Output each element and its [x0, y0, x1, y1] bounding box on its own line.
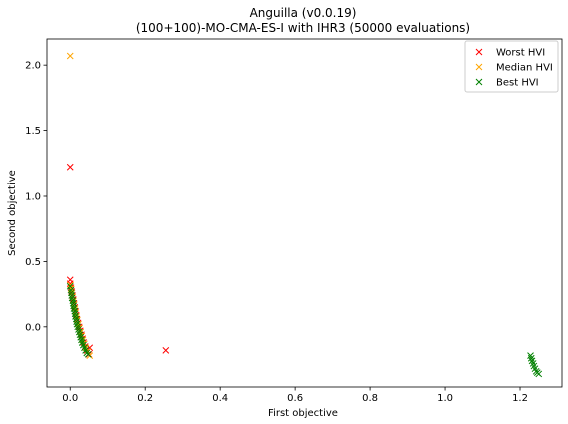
axis-ticks: 0.0 0.2 0.4 0.6 0.8 1.0 1.2 0.0 0.5 1.0 1.5 2.0	[25, 61, 528, 404]
x-tick-label: 0.6	[287, 393, 303, 404]
data-point	[535, 370, 543, 378]
data-point	[66, 52, 74, 60]
legend-label: Worst HVI	[496, 48, 545, 59]
x-tick-label: 1.0	[437, 393, 453, 404]
data-point	[162, 347, 170, 354]
y-tick-label: 0.5	[25, 257, 41, 268]
x-tick-label: 0.8	[362, 393, 378, 404]
data-points	[66, 52, 543, 378]
y-tick-label: 0.0	[25, 322, 41, 333]
legend-label: Best HVI	[496, 78, 539, 89]
data-point	[66, 163, 74, 171]
plot-area	[46, 38, 563, 388]
data-point	[70, 302, 77, 310]
chart-title-line2: (100+100)-MO-CMA-ES-I with IHR3 (50000 e…	[136, 21, 470, 35]
x-tick-label: 0.4	[212, 393, 228, 404]
y-tick-label: 2.0	[25, 61, 41, 72]
y-axis-label: Second objective	[7, 170, 18, 256]
x-tick-label: 1.2	[512, 393, 528, 404]
legend-marker	[475, 63, 483, 71]
x-axis-label: First objective	[268, 408, 338, 419]
legend: Worst HVI Median HVI Best HVI	[464, 40, 559, 93]
legend-box	[464, 40, 559, 93]
axes-frame	[46, 38, 563, 388]
x-tick-label: 0.2	[137, 393, 153, 404]
y-tick-label: 1.5	[25, 126, 41, 137]
legend-label: Median HVI	[496, 63, 553, 74]
legend-marker	[475, 78, 483, 86]
x-tick-label: 0.0	[62, 393, 78, 404]
data-point	[73, 318, 80, 325]
data-point	[71, 310, 79, 318]
y-tick-label: 1.0	[25, 191, 41, 202]
chart-title-line1: Anguilla (v0.0.19)	[250, 6, 357, 20]
data-point	[84, 350, 92, 358]
legend-marker	[475, 48, 483, 56]
data-point	[68, 292, 76, 299]
